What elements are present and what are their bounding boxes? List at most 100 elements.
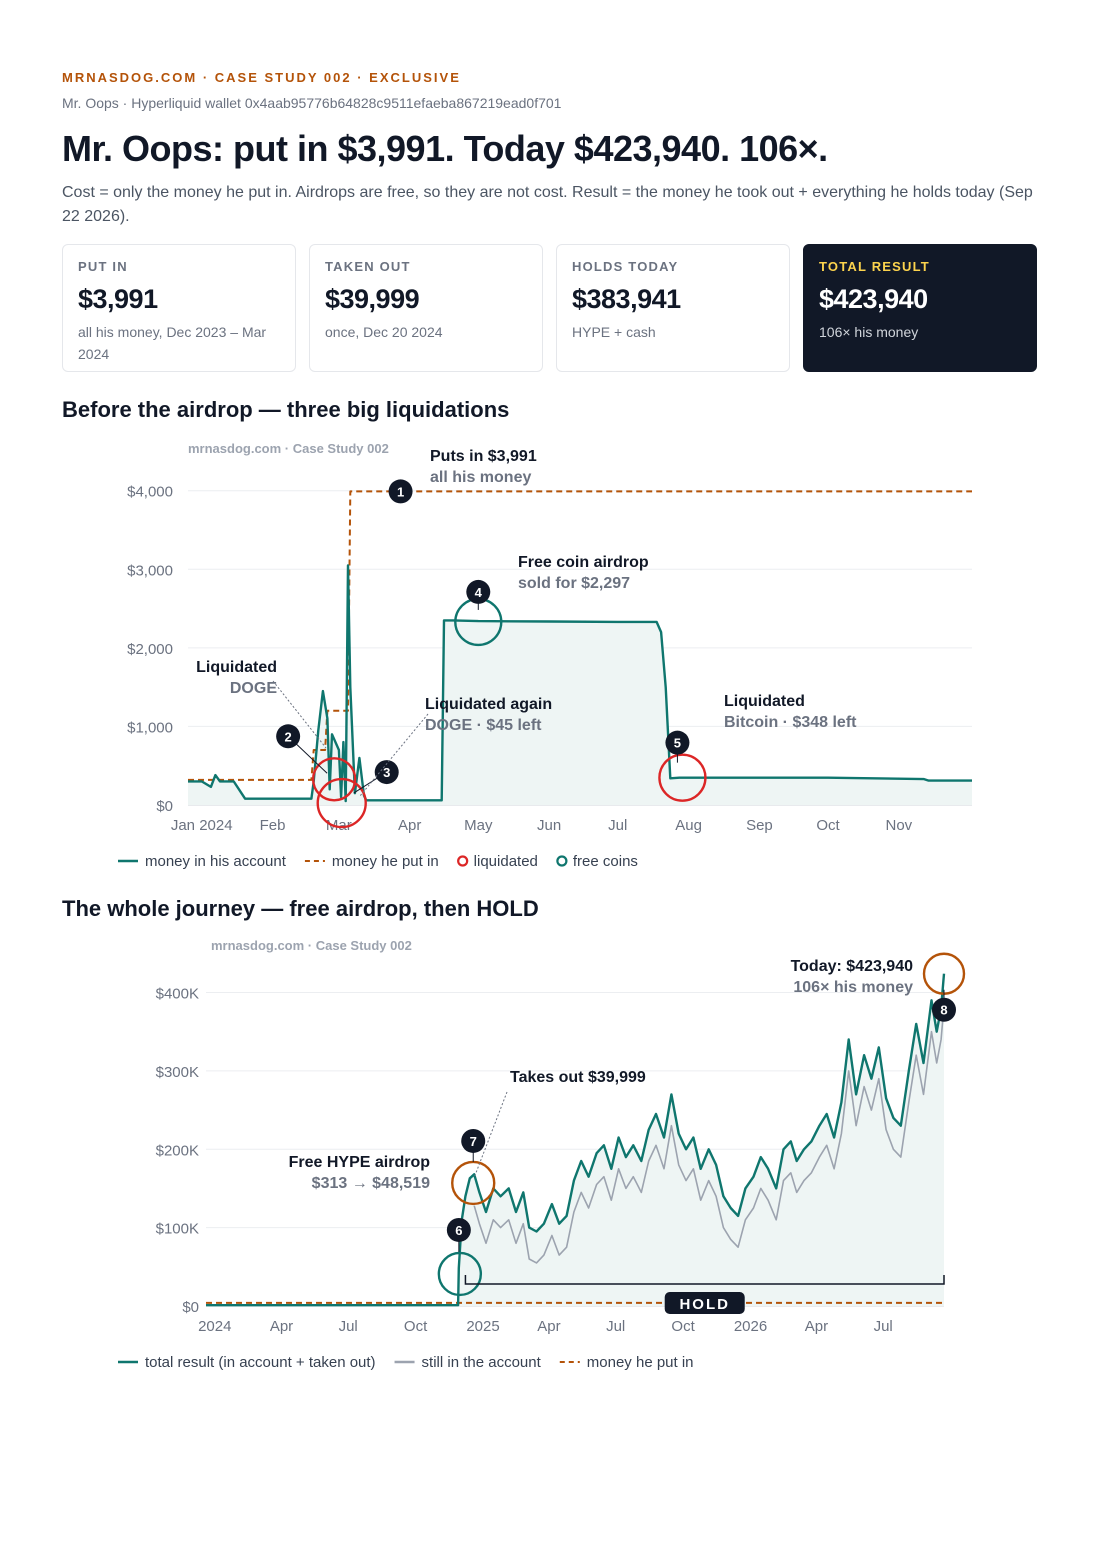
x-tick-label: May: [464, 817, 493, 834]
y-tick-label: $300K: [156, 1064, 199, 1081]
card-subtext: once, Dec 20 2024: [325, 324, 443, 340]
marker-number: 5: [674, 736, 681, 751]
annotation-title: Free coin airdrop: [518, 554, 649, 571]
card-value: $383,941: [572, 284, 681, 314]
marker-number: 3: [383, 765, 390, 780]
x-tick-label: Oct: [404, 1318, 428, 1335]
card-label: PUT IN: [78, 259, 128, 274]
card-taken-out: TAKEN OUT $39,999 once, Dec 20 2024: [309, 244, 543, 372]
x-tick-label: Apr: [398, 817, 421, 834]
chart-watermark: mrnasdog.com · Case Study 002: [188, 441, 389, 456]
marker-ring: [311, 757, 357, 802]
annotation-leader: [473, 1091, 508, 1179]
y-tick-label: $4,000: [127, 484, 173, 501]
hold-label: HOLD: [679, 1296, 730, 1313]
card-label: TOTAL RESULT: [819, 259, 930, 274]
x-tick-label: Apr: [537, 1318, 560, 1335]
card-value: $423,940: [819, 284, 928, 314]
card-total-result: TOTAL RESULT $423,940 106× his money: [803, 244, 1037, 372]
x-tick-label: Aug: [675, 817, 702, 834]
x-tick-label: Apr: [270, 1318, 293, 1335]
x-tick-label: Jul: [874, 1318, 893, 1335]
x-tick-label: Apr: [805, 1318, 828, 1335]
marker-badge: [276, 724, 301, 749]
legend-swatch: [556, 855, 568, 867]
marker-number: 1: [397, 484, 404, 499]
hold-badge: [664, 1292, 745, 1314]
legend-label: money he put in: [332, 853, 439, 870]
chart1-section-title: Before the airdrop — three big liquidati…: [62, 397, 510, 422]
x-tick-label: Sep: [746, 817, 773, 834]
annotation-subtitle: sold for $2,297: [518, 575, 630, 592]
x-tick-label: Jul: [606, 1318, 625, 1335]
series-main-line: [206, 973, 946, 1307]
marker-badge: [461, 1128, 486, 1153]
hold-bracket: [464, 1275, 945, 1285]
card-label: HOLDS TODAY: [572, 259, 679, 274]
x-tick-label: Mar: [326, 817, 352, 834]
legend-label: money he put in: [587, 1354, 694, 1371]
marker-number: 4: [475, 585, 483, 600]
y-tick-label: $0: [156, 798, 173, 815]
card-put-in: PUT IN $3,991 all his money, Dec 2023 – …: [62, 244, 296, 372]
card-label: TAKEN OUT: [325, 259, 411, 274]
x-tick-label: Oct: [816, 817, 840, 834]
legend-label: still in the account: [422, 1354, 542, 1371]
legend-label: total result (in account + taken out): [145, 1354, 376, 1371]
annotation-subtitle: Bitcoin · $348 left: [724, 714, 857, 731]
summary-cards: PUT IN $3,991 all his money, Dec 2023 – …: [62, 244, 1038, 374]
x-tick-label: Jun: [537, 817, 561, 834]
y-tick-label: $1,000: [127, 719, 173, 736]
marker-ring: [658, 753, 707, 802]
annotation-title: Puts in $3,991: [430, 448, 537, 465]
marker-badge: [374, 760, 399, 785]
marker-badge: [446, 1217, 471, 1242]
x-tick-label: Jan 2024: [171, 817, 233, 834]
marker-badge: [466, 579, 491, 604]
card-subtext: HYPE + cash: [572, 324, 656, 340]
annotation-subtitle: $313 → $48,519: [312, 1175, 430, 1192]
chart-watermark: mrnasdog.com · Case Study 002: [211, 938, 412, 953]
y-tick-label: $200K: [156, 1142, 199, 1159]
y-tick-label: $0: [182, 1299, 199, 1316]
annotation-leader: [359, 713, 429, 797]
annotation-title: Free HYPE airdrop: [289, 1154, 431, 1171]
annotation-subtitle: DOGE: [230, 680, 277, 697]
annotation-title: Liquidated: [724, 693, 805, 710]
annotation-title: Liquidated again: [425, 696, 552, 713]
eyebrow-label: MRNASDOG.COM · CASE STUDY 002 · EXCLUSIV…: [62, 70, 461, 85]
marker-badge: [932, 997, 956, 1022]
marker-number: 2: [285, 729, 292, 744]
x-tick-label: 2024: [198, 1318, 231, 1335]
legend-label: liquidated: [474, 853, 538, 870]
x-tick-label: Jul: [339, 1318, 358, 1335]
annotation-title: Liquidated: [196, 659, 277, 676]
x-tick-label: 2026: [734, 1318, 767, 1335]
card-holds-today: HOLDS TODAY $383,941 HYPE + cash: [556, 244, 790, 372]
intro-text: Cost = only the money he put in. Airdrop…: [62, 184, 1033, 225]
marker-number: 6: [455, 1223, 462, 1238]
x-tick-label: 2025: [466, 1318, 499, 1335]
marker-badge: [665, 730, 690, 755]
legend-swatch: [457, 855, 469, 867]
card-value: $39,999: [325, 284, 420, 314]
x-tick-label: Oct: [671, 1318, 695, 1335]
series-put-in-line: [188, 490, 972, 781]
legend-label: free coins: [573, 853, 638, 870]
series-area-fill: [206, 973, 944, 1306]
legend-label: money in his account: [145, 853, 287, 870]
card-subtext: all his money, Dec 2023 – Mar 2024: [78, 324, 267, 362]
x-tick-label: Nov: [886, 817, 913, 834]
card-subtext: 106× his money: [819, 324, 919, 340]
series-in-account-line: [473, 1005, 945, 1264]
annotation-subtitle: 106× his money: [793, 979, 913, 996]
y-tick-label: $400K: [156, 986, 199, 1003]
marker-number: 7: [470, 1134, 477, 1149]
card-value: $3,991: [78, 284, 158, 314]
marker-ring: [316, 777, 367, 829]
annotation-subtitle: all his money: [430, 469, 531, 486]
marker-ring: [437, 1251, 483, 1297]
annotation-title: Today: $423,940: [791, 958, 914, 975]
x-tick-label: Jul: [608, 817, 627, 834]
